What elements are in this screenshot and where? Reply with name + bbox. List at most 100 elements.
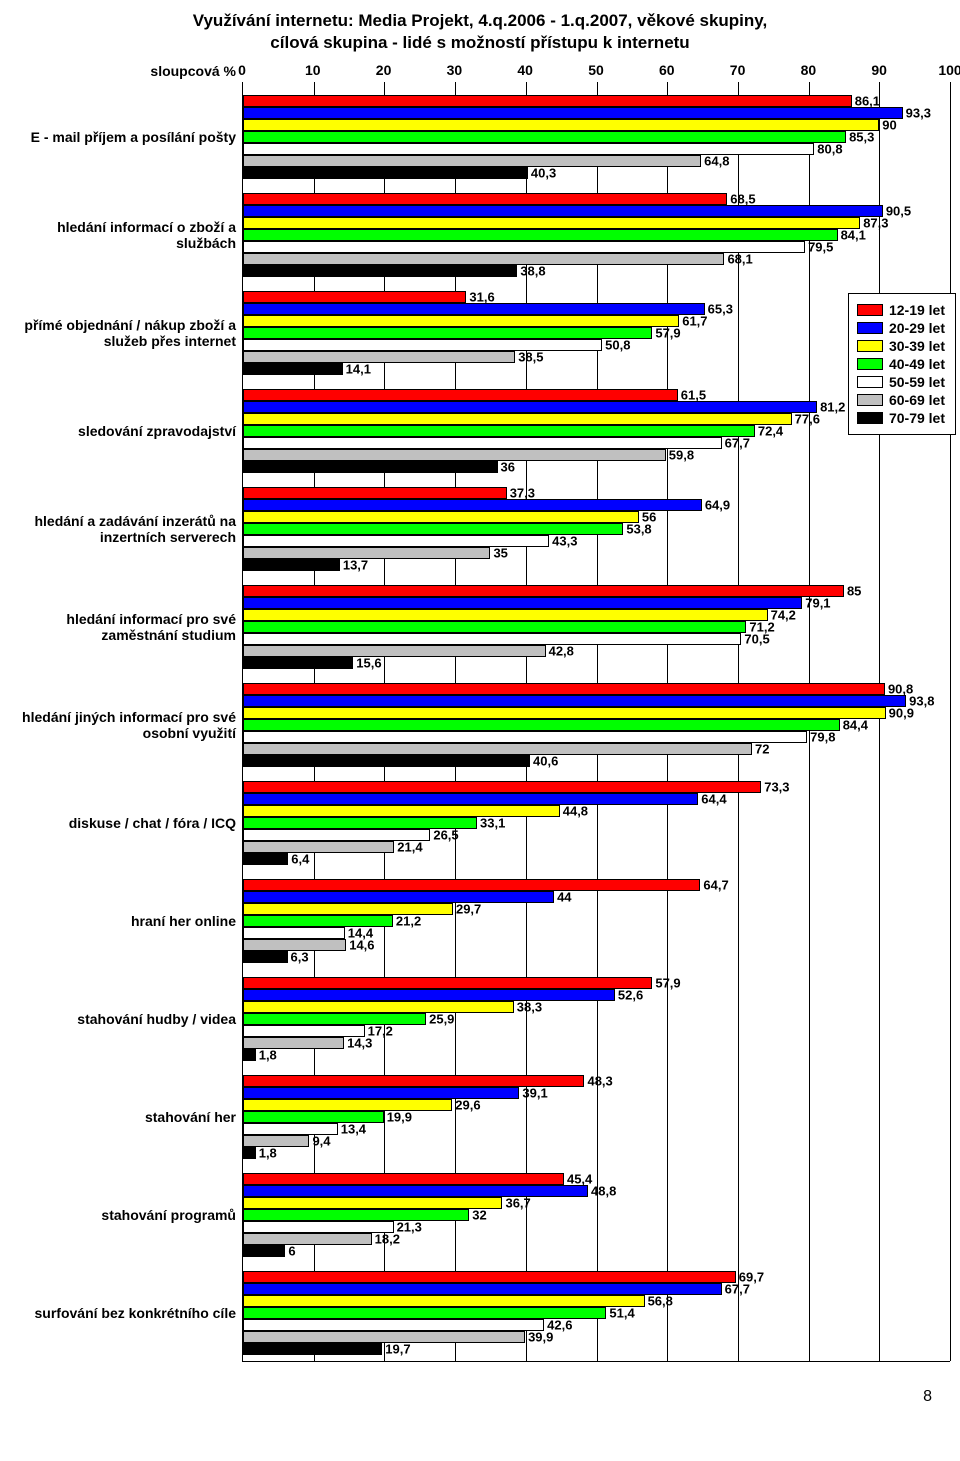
legend-item: 20-29 let <box>857 320 945 336</box>
bar: 64,9 <box>243 499 702 511</box>
category-label: diskuse / chat / fóra / ICQ <box>10 774 242 872</box>
legend-item: 40-49 let <box>857 356 945 372</box>
bar: 79,5 <box>243 241 805 253</box>
bar: 79,1 <box>243 597 802 609</box>
legend-item: 70-79 let <box>857 410 945 426</box>
legend-label: 20-29 let <box>889 320 945 336</box>
legend-item: 50-59 let <box>857 374 945 390</box>
bar: 56,8 <box>243 1295 645 1307</box>
bar-row: 53,8 <box>243 523 950 535</box>
bar-row: 29,7 <box>243 903 950 915</box>
bar: 85 <box>243 585 844 597</box>
bar: 29,7 <box>243 903 453 915</box>
legend-label: 70-79 let <box>889 410 945 426</box>
legend-label: 50-59 let <box>889 374 945 390</box>
bar-row: 26,5 <box>243 829 950 841</box>
bar: 6 <box>243 1245 285 1257</box>
bar-row: 50,8 <box>243 339 950 351</box>
chart-container: Využívání internetu: Media Projekt, 4.q.… <box>0 0 960 1382</box>
bar: 93,3 <box>243 107 903 119</box>
bar-group: 8579,174,271,270,542,815,6 <box>243 578 950 676</box>
bar: 84,1 <box>243 229 838 241</box>
x-tick-label: 100 <box>938 62 960 78</box>
bar-row: 90,8 <box>243 683 950 695</box>
bar-row: 64,8 <box>243 155 950 167</box>
bar: 70,5 <box>243 633 741 645</box>
category-label: hledání a zadávání inzerátů na inzertníc… <box>10 480 242 578</box>
bar: 42,8 <box>243 645 546 657</box>
bar-row: 80,8 <box>243 143 950 155</box>
legend-item: 12-19 let <box>857 302 945 318</box>
bar-value-label: 40,3 <box>527 166 556 181</box>
bar: 21,4 <box>243 841 394 853</box>
bar-row: 38,3 <box>243 1001 950 1013</box>
bar: 57,9 <box>243 977 652 989</box>
bar-row: 38,8 <box>243 265 950 277</box>
bar-row: 21,3 <box>243 1221 950 1233</box>
bar: 14,4 <box>243 927 345 939</box>
bar-row: 13,7 <box>243 559 950 571</box>
bar-row: 21,4 <box>243 841 950 853</box>
category-label: hledání informací o zboží a službách <box>10 186 242 284</box>
bar-row: 40,3 <box>243 167 950 179</box>
bar-row: 67,7 <box>243 1283 950 1295</box>
legend-swatch <box>857 340 883 352</box>
bar: 85,3 <box>243 131 846 143</box>
x-axis-top: 0102030405060708090100 <box>242 60 950 82</box>
bar: 90,9 <box>243 707 886 719</box>
bar: 37,3 <box>243 487 507 499</box>
bar-row: 64,9 <box>243 499 950 511</box>
bar-row: 72 <box>243 743 950 755</box>
bar: 57,9 <box>243 327 652 339</box>
bar-row: 44,8 <box>243 805 950 817</box>
bar-group: 45,448,836,73221,318,26 <box>243 1166 950 1264</box>
bar: 1,8 <box>243 1147 256 1159</box>
bar: 90 <box>243 119 879 131</box>
x-tick-label: 90 <box>871 62 887 78</box>
bar: 64,8 <box>243 155 701 167</box>
bar: 72,4 <box>243 425 755 437</box>
bar-row: 29,6 <box>243 1099 950 1111</box>
bar: 31,6 <box>243 291 466 303</box>
bar-row: 93,8 <box>243 695 950 707</box>
bar: 65,3 <box>243 303 705 315</box>
legend: 12-19 let 20-29 let 30-39 let 40-49 let 50-5… <box>848 293 956 435</box>
bar-row: 39,9 <box>243 1331 950 1343</box>
bar: 19,7 <box>243 1343 382 1355</box>
bar-row: 64,7 <box>243 879 950 891</box>
bar: 32 <box>243 1209 469 1221</box>
category-label: hledání informací pro své zaměstnání stu… <box>10 578 242 676</box>
bar-row: 79,8 <box>243 731 950 743</box>
x-tick-label: 80 <box>801 62 817 78</box>
bar-group: 68,590,587,384,179,568,138,8 <box>243 186 950 284</box>
page-number: 8 <box>0 1382 960 1416</box>
legend-swatch <box>857 304 883 316</box>
bar-row: 44 <box>243 891 950 903</box>
bar-row: 74,2 <box>243 609 950 621</box>
bar: 77,6 <box>243 413 792 425</box>
bar-row: 33,1 <box>243 817 950 829</box>
bar-row: 93,3 <box>243 107 950 119</box>
x-tick-label: 10 <box>305 62 321 78</box>
category-label: stahování programů <box>10 1166 242 1264</box>
legend-item: 30-39 let <box>857 338 945 354</box>
bar-row: 56 <box>243 511 950 523</box>
bar-row: 71,2 <box>243 621 950 633</box>
bar-group: 61,581,277,672,467,759,836 <box>243 382 950 480</box>
bar-row: 51,4 <box>243 1307 950 1319</box>
bar-value-label: 1,8 <box>255 1146 277 1161</box>
category-label: surfování bez konkrétního cíle <box>10 1264 242 1362</box>
bar: 84,4 <box>243 719 840 731</box>
bar-row: 73,3 <box>243 781 950 793</box>
bar-row: 56,8 <box>243 1295 950 1307</box>
bar-row: 69,7 <box>243 1271 950 1283</box>
bar: 61,7 <box>243 315 679 327</box>
bar: 56 <box>243 511 639 523</box>
bar-row: 6,4 <box>243 853 950 865</box>
category-label: stahování hudby / videa <box>10 970 242 1068</box>
bar-row: 86,1 <box>243 95 950 107</box>
bar-row: 59,8 <box>243 449 950 461</box>
legend-label: 12-19 let <box>889 302 945 318</box>
bar: 48,8 <box>243 1185 588 1197</box>
bar-group: 64,74429,721,214,414,66,3 <box>243 872 950 970</box>
